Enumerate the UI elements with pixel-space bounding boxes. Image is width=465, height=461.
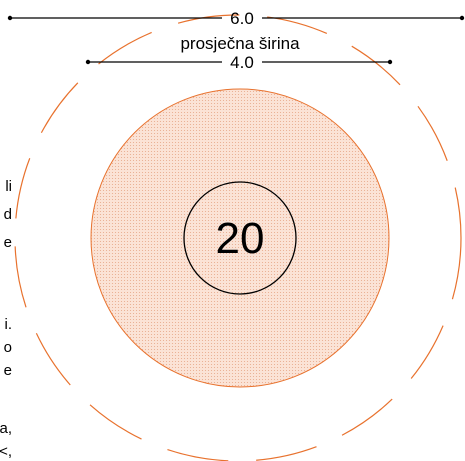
text-fragment: d — [4, 206, 12, 223]
inner-dimension-endpoint-right — [387, 59, 393, 65]
inner-canopy-circle — [90, 88, 390, 388]
text-fragment: o — [4, 339, 12, 356]
dimension-caption: prosječna širina — [180, 34, 300, 53]
text-fragment: e — [4, 234, 12, 251]
text-fragment: li — [5, 178, 12, 195]
center-number: 20 — [216, 214, 265, 263]
text-fragment: e — [4, 362, 12, 379]
text-fragment: <, — [0, 443, 12, 460]
inner-dimension-endpoint-left — [85, 59, 91, 65]
inner-dimension-value: 4.0 — [230, 53, 254, 72]
outer-dimension-value: 6.0 — [230, 9, 254, 28]
outer-dimension-endpoint-left — [7, 15, 13, 21]
outer-dashed-circle — [14, 14, 462, 461]
text-fragment: a, — [0, 420, 12, 437]
text-fragment: i. — [5, 316, 13, 333]
left-edge-text-fragments: li d e i. o e a, <, — [0, 178, 12, 460]
outer-dimension-endpoint-right — [459, 15, 465, 21]
trunk-circle — [183, 181, 297, 295]
